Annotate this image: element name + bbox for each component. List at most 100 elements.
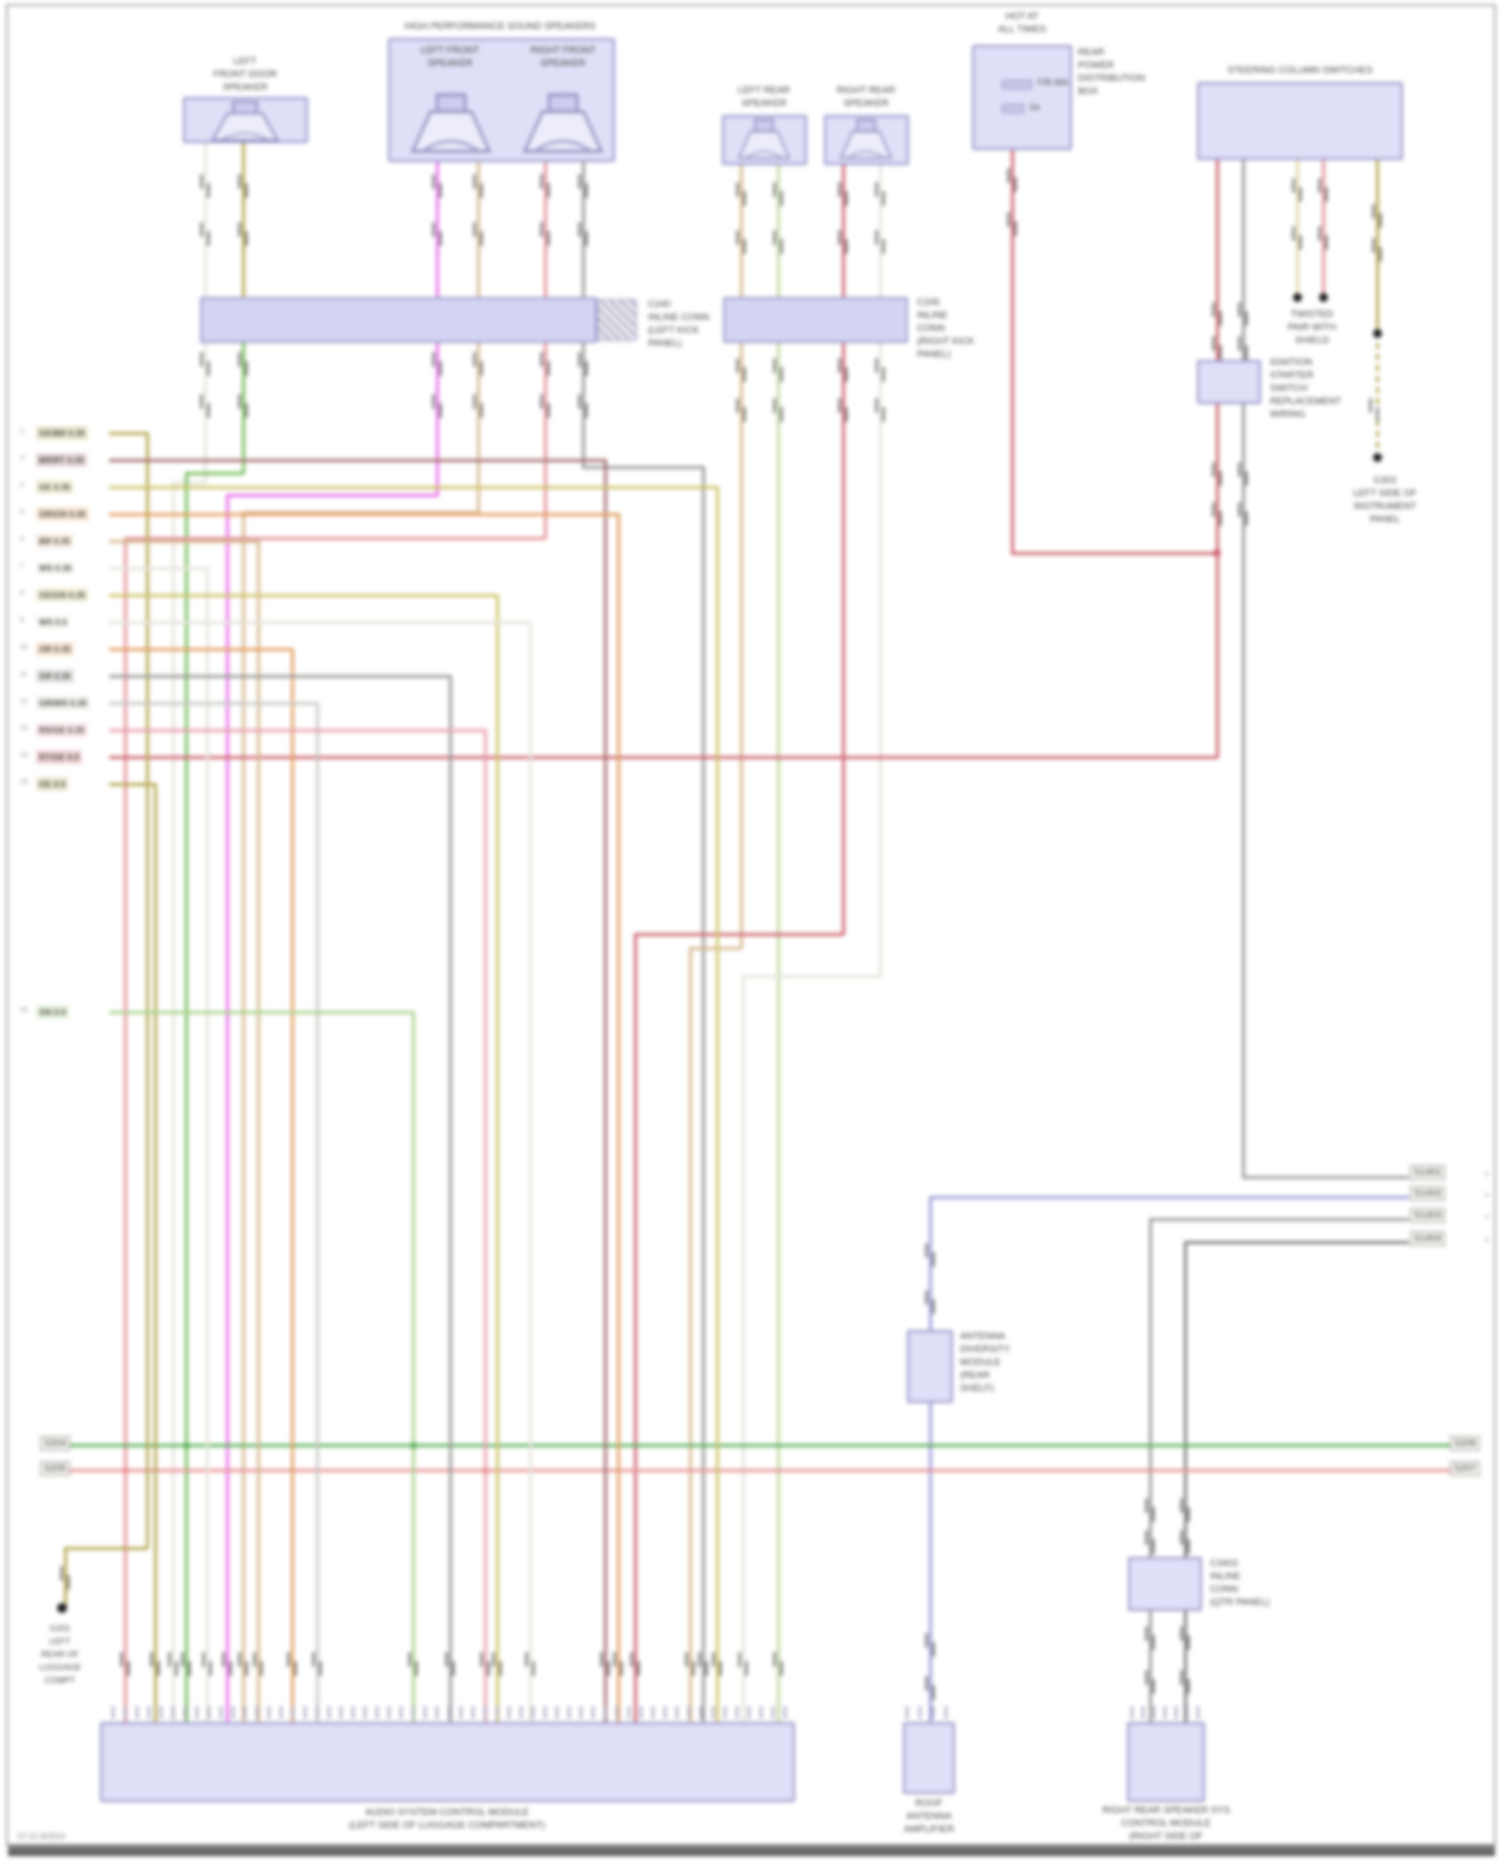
connector-glyph: [598, 1652, 612, 1678]
module-pin: [148, 1706, 150, 1719]
module-pin: [748, 1706, 750, 1719]
module-pin: [280, 1706, 282, 1719]
connector-glyph: [1005, 212, 1019, 238]
steering-column-switches-box: [1197, 82, 1403, 160]
connector-glyph: [478, 1652, 492, 1678]
connector-glyph: [576, 352, 590, 378]
row-number: 16: [20, 1007, 28, 1014]
wire-shield-green: [109, 1010, 414, 1014]
wire-row11-graylight: [315, 702, 319, 1723]
module-pin: [376, 1706, 378, 1719]
wire-label-row: OR 0.35: [36, 642, 74, 656]
fuse-2-label: 5A: [1030, 103, 1040, 112]
left-rear-speaker-caption: LEFT REAR SPEAKER: [737, 85, 791, 109]
connector-glyph: [771, 358, 785, 384]
module-pin: [1197, 1706, 1199, 1719]
connector-glyph: [1210, 502, 1224, 528]
row-number: 2: [20, 428, 24, 435]
module-pin: [244, 1706, 246, 1719]
module-pin: [412, 1706, 414, 1719]
bus-green-dot-1: [182, 1441, 190, 1449]
wire-row1-olive-ground: [64, 1546, 148, 1550]
connector-glyph: [538, 222, 552, 248]
connector-glyph: [220, 1652, 234, 1678]
row-number: 13: [20, 725, 28, 732]
wire-row5-tan: [256, 540, 260, 1723]
connector-glyph: [1178, 1498, 1192, 1524]
connector-glyph: [628, 1652, 642, 1678]
ground-g201-caption: G201 LEFT REAR OF LUGGAGE COMPT: [38, 1623, 82, 1685]
right-rear-speaker-icon: [836, 118, 896, 160]
module-pin: [184, 1706, 186, 1719]
edge-arrow-1: ▪: [1486, 1171, 1489, 1178]
module-pin: [400, 1706, 402, 1719]
module-pin: [676, 1706, 678, 1719]
row-number: 14: [20, 752, 28, 759]
wire-row3-yellow: [109, 485, 718, 489]
connector-glyph: [1236, 462, 1250, 488]
wire-front-speaker-white: [172, 480, 206, 484]
row-number: 10: [20, 644, 28, 651]
connector-glyph: [198, 222, 212, 248]
bus-green-left-label: S204: [40, 1436, 71, 1451]
wire-row12-pink: [483, 729, 487, 1723]
edge-label-gray-out: S1401: [1410, 1165, 1446, 1180]
module-pin: [196, 1706, 198, 1719]
wire-fuse-feed-red: [1011, 551, 1218, 555]
connector-glyph: [836, 358, 850, 384]
connector-glyph: [198, 394, 212, 420]
module-pin: [1186, 1706, 1188, 1719]
amp-left-speaker-caption: LEFT FRONT SPEAKER: [420, 45, 480, 69]
row-number: 11: [20, 671, 28, 678]
row-number: 6: [20, 536, 24, 543]
module-pin: [208, 1706, 210, 1719]
connector-glyph: [430, 174, 444, 200]
connector-glyph: [490, 1652, 504, 1678]
module-pin: [640, 1706, 642, 1719]
connector-glyph: [538, 394, 552, 420]
twisted-dot-2: [1318, 292, 1328, 302]
module-pin: [472, 1706, 474, 1719]
module-pin: [328, 1706, 330, 1719]
wire-label-row: GR/WS 0.35: [36, 696, 90, 710]
wire-steering-olive-shield: [1375, 332, 1379, 458]
module-pin: [268, 1706, 270, 1719]
edge-arrow-4: ▪: [1486, 1237, 1489, 1244]
quarter-panel-connector-box: [1128, 1557, 1202, 1611]
left-door-speaker-caption: LEFT FRONT DOOR SPEAKER: [213, 56, 277, 93]
row-number: 3: [20, 455, 24, 462]
connector-glyph: [923, 1243, 937, 1269]
wire-amp-magenta: [226, 493, 438, 497]
wire-amp-magenta: [225, 494, 229, 1723]
connector-glyph: [873, 230, 887, 256]
connector-glyph: [58, 1566, 72, 1592]
wire-label-row: OR/GN 0.35: [36, 507, 89, 521]
connector-glyph: [836, 230, 850, 256]
fuse-distribution-box: [972, 45, 1072, 150]
fuse-element-1: [1002, 80, 1032, 89]
module-pin: [532, 1706, 534, 1719]
wire-module-gray-2: [1184, 1240, 1409, 1244]
audio-control-module-box: [100, 1722, 795, 1802]
module-pin: [784, 1706, 786, 1719]
connector-glyph: [734, 358, 748, 384]
connector-glyph: [148, 1652, 162, 1678]
wire-row8-white: [528, 621, 532, 1723]
wire-steering-gray-out: [1242, 1175, 1409, 1179]
connector-glyph: [179, 1652, 193, 1678]
connector-glyph: [471, 174, 485, 200]
wire-row3-yellow: [715, 486, 719, 1723]
wire-label-row: BR 0.35: [36, 534, 74, 548]
connector-glyph: [836, 398, 850, 424]
connector-glyph: [923, 1676, 937, 1702]
fuse-box-caption: HOT AT ALL TIMES: [997, 11, 1047, 35]
amplifier-caption: HIGH PERFORMANCE SOUND SPEAKERS: [404, 21, 596, 32]
connector-glyph: [1236, 336, 1250, 362]
connector-glyph: [430, 222, 444, 248]
module-pin: [256, 1706, 258, 1719]
edge-arrow-3: ▪: [1486, 1214, 1489, 1221]
inline-connector-bar-1-hatch: [597, 299, 637, 341]
wire-right-rear-red: [634, 932, 844, 936]
module-pin: [436, 1706, 438, 1719]
wire-steering-yellow: [1295, 159, 1299, 297]
